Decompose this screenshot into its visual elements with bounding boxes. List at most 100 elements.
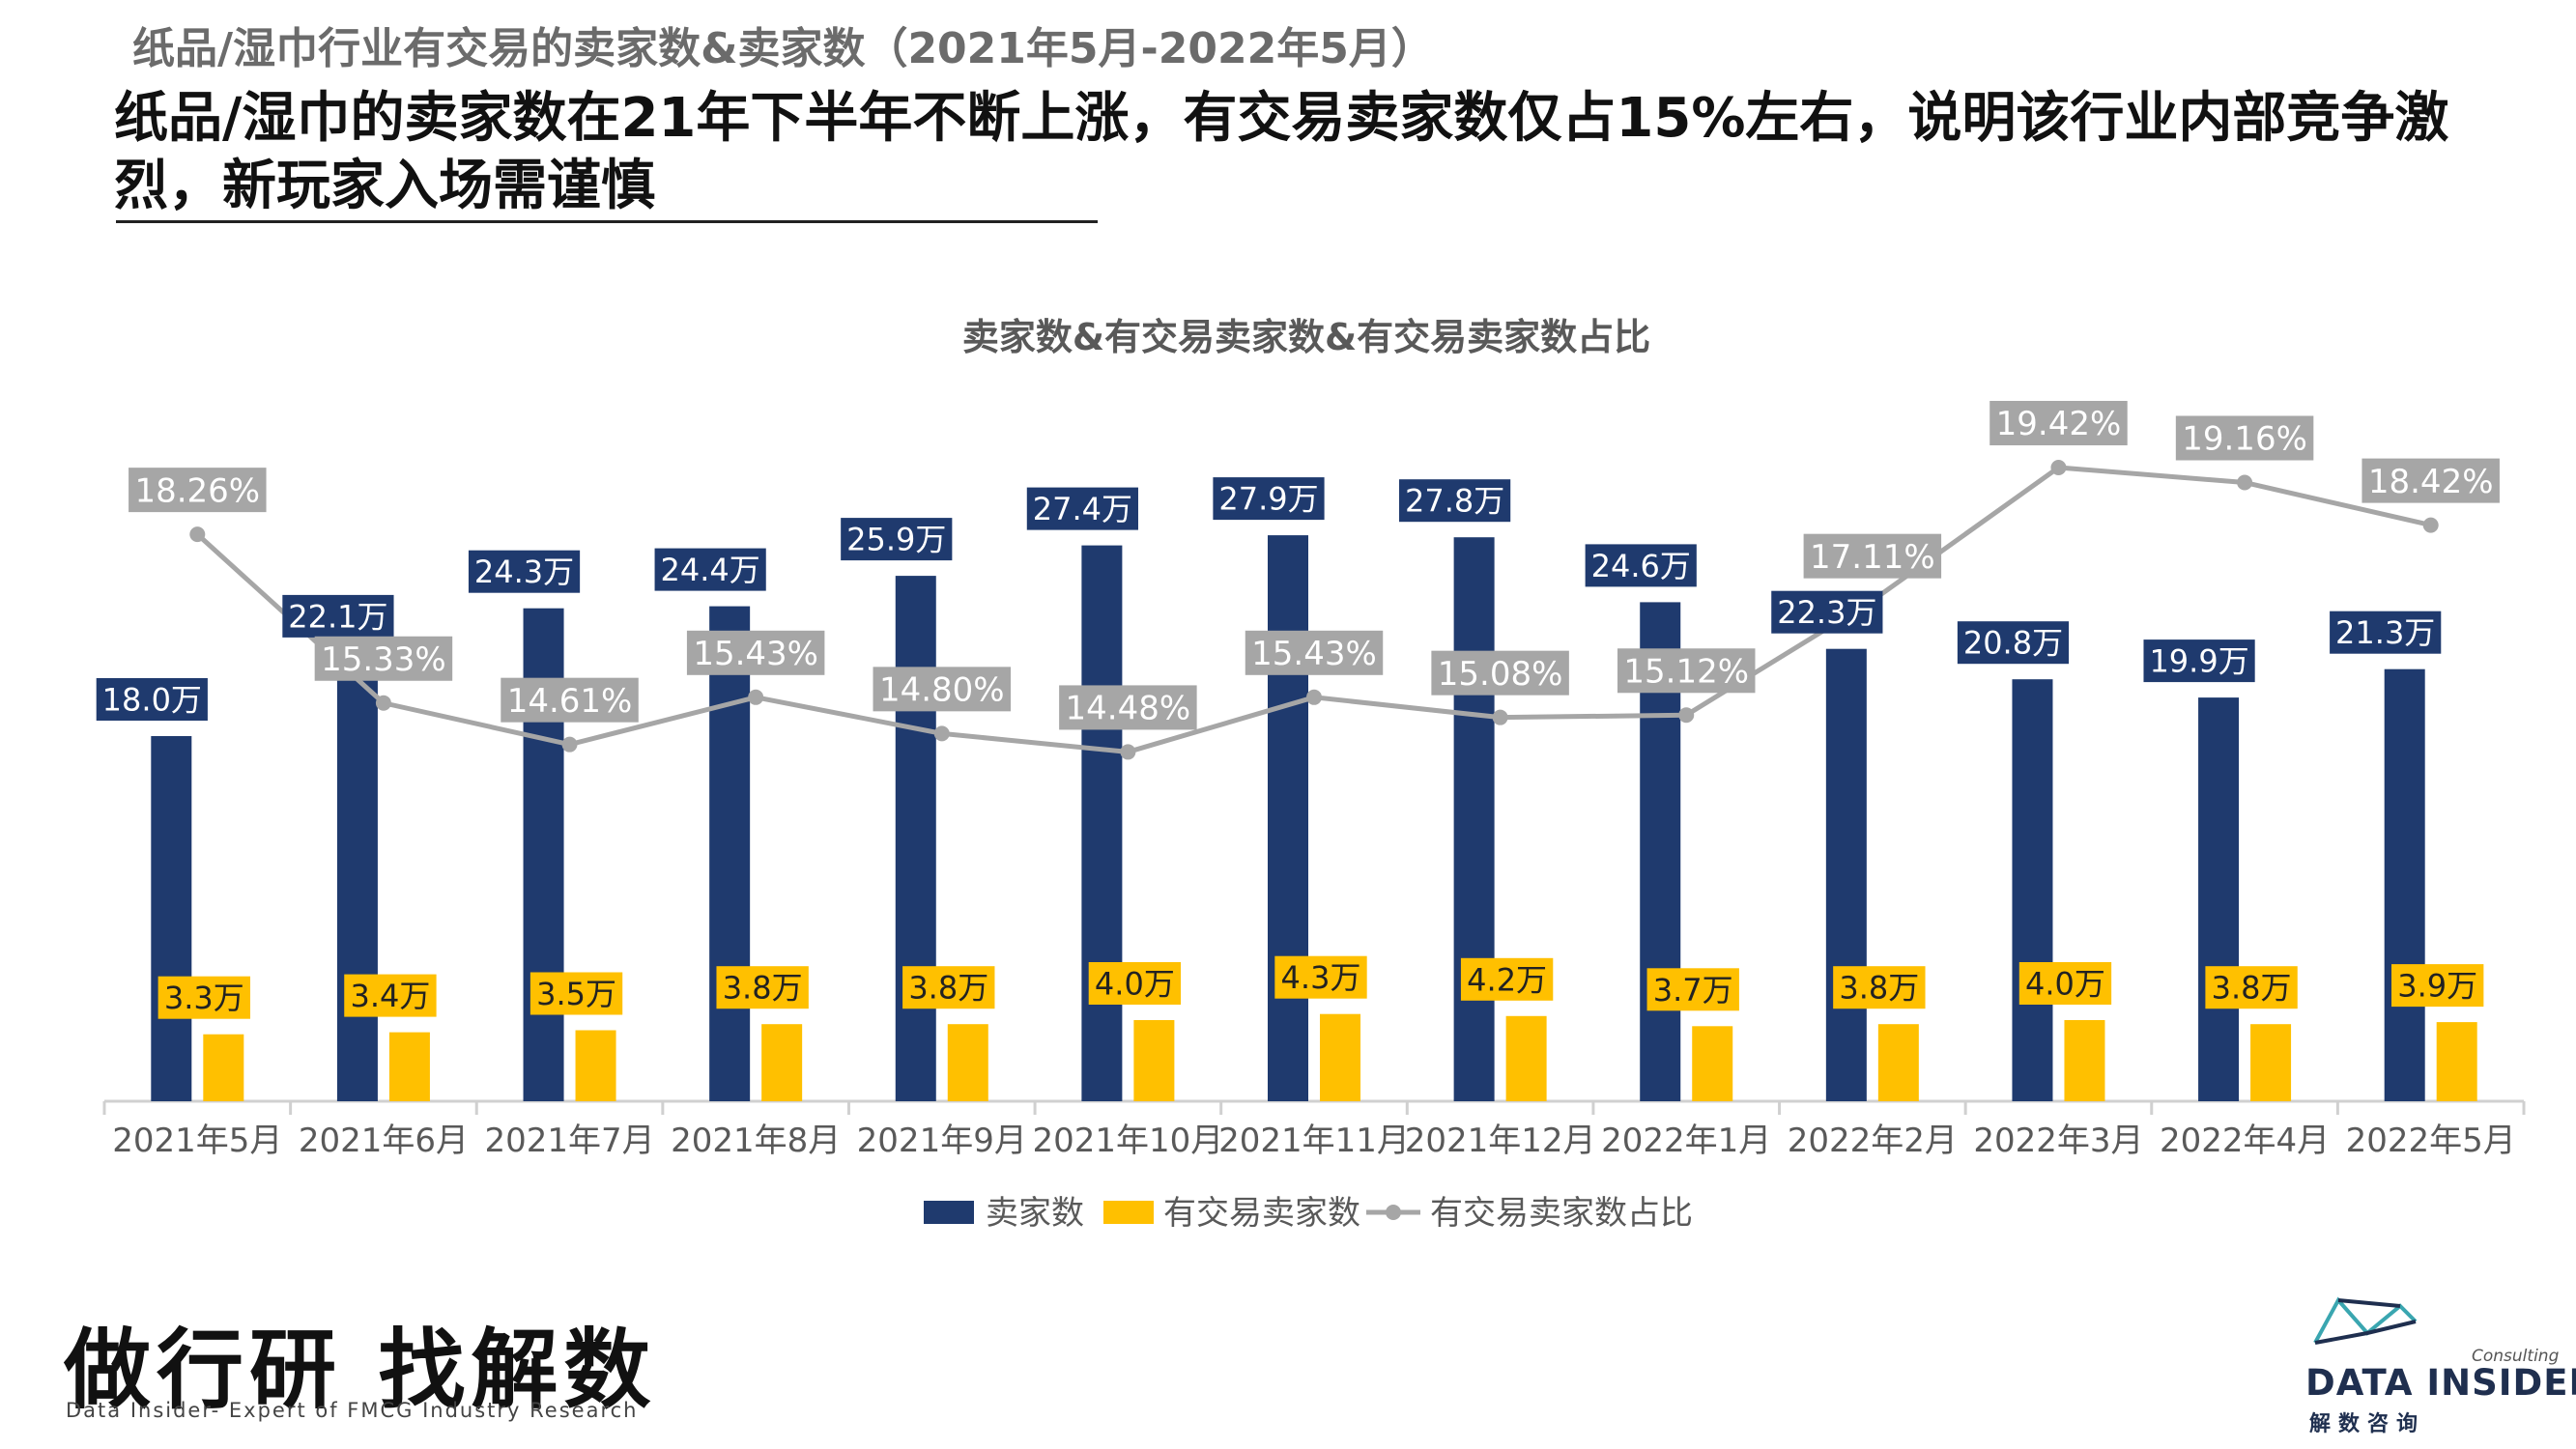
label-seller-count: 25.9万 bbox=[846, 522, 946, 558]
point-transaction-ratio bbox=[2422, 517, 2439, 533]
label-transacting-count-bg bbox=[1833, 966, 1926, 1009]
label-seller-count: 20.8万 bbox=[1963, 625, 2063, 662]
label-seller-count: 22.3万 bbox=[1777, 594, 1876, 631]
label-transacting-count-bg bbox=[1088, 962, 1182, 1005]
label-transacting-count-bg bbox=[902, 966, 995, 1009]
label-transaction-ratio-bg bbox=[314, 636, 453, 681]
label-transacting-count: 3.4万 bbox=[350, 978, 430, 1014]
bar-seller-count bbox=[2384, 668, 2425, 1101]
label-transaction-ratio-bg bbox=[2361, 458, 2500, 503]
label-transaction-ratio: 15.33% bbox=[321, 640, 446, 679]
label-seller-count: 27.4万 bbox=[1033, 491, 1132, 527]
point-transaction-ratio bbox=[561, 736, 578, 753]
label-transaction-ratio: 14.61% bbox=[507, 682, 633, 721]
combo-chart: 卖家数&有交易卖家数&有交易卖家数占比 2021年5月 2021年6月 2021年7… bbox=[96, 316, 2526, 1233]
label-transacting-count-bg bbox=[2205, 966, 2298, 1009]
x-tick-label: 2022年3月 bbox=[1973, 1122, 2143, 1160]
label-transacting-count: 3.8万 bbox=[723, 970, 803, 1007]
bar-transacting-seller-count bbox=[1505, 1015, 1547, 1101]
footer-tagline: Data Insider- Expert of FMCG Industry Re… bbox=[66, 1399, 639, 1422]
label-transaction-ratio: 19.42% bbox=[1996, 405, 2122, 443]
point-transaction-ratio bbox=[1678, 707, 1695, 724]
label-transaction-ratio: 15.43% bbox=[1251, 635, 1377, 673]
label-transaction-ratio-bg bbox=[129, 468, 267, 513]
label-seller-count-bg bbox=[282, 594, 394, 638]
label-seller-count: 22.1万 bbox=[288, 598, 387, 635]
label-transaction-ratio: 18.42% bbox=[2368, 463, 2494, 501]
label-transaction-ratio: 19.16% bbox=[2182, 420, 2307, 459]
logo-cn: 解数咨询 bbox=[2309, 1412, 2426, 1436]
legend-swatch-transacting bbox=[1103, 1201, 1154, 1224]
label-seller-count: 18.0万 bbox=[102, 682, 202, 719]
label-seller-count-bg bbox=[468, 550, 581, 593]
bar-transacting-seller-count bbox=[2064, 1020, 2105, 1101]
point-transaction-ratio bbox=[1492, 709, 1508, 725]
point-transaction-ratio bbox=[933, 725, 950, 742]
point-transaction-ratio bbox=[375, 695, 391, 711]
label-seller-count: 24.6万 bbox=[1591, 548, 1691, 584]
label-seller-count-bg bbox=[654, 548, 766, 591]
legend-swatch-ratio-dot bbox=[1386, 1205, 1401, 1220]
page-headline: 纸品/湿巾的卖家数在21年下半年不断上涨，有交易卖家数仅占15%左右，说明该行业… bbox=[114, 87, 2449, 217]
bar-transacting-seller-count bbox=[1133, 1020, 1175, 1101]
x-tick-label: 2021年9月 bbox=[857, 1122, 1027, 1160]
chart-title: 卖家数&有交易卖家数&有交易卖家数占比 bbox=[962, 316, 1650, 358]
label-transaction-ratio-bg bbox=[1431, 650, 1569, 696]
point-transaction-ratio bbox=[189, 526, 206, 543]
label-transaction-ratio: 17.11% bbox=[1810, 538, 1935, 577]
legend-label-seller: 卖家数 bbox=[986, 1194, 1084, 1233]
page-subtitle: 纸品/湿巾行业有交易的卖家数&卖家数（2021年5月-2022年5月） bbox=[132, 24, 1434, 73]
label-transacting-count-bg bbox=[157, 976, 250, 1019]
footer-slogan: 做行研 找解数 bbox=[64, 1319, 657, 1421]
label-transacting-count-bg bbox=[1274, 955, 1367, 999]
label-transaction-ratio: 18.26% bbox=[134, 471, 260, 510]
label-seller-count: 27.8万 bbox=[1405, 483, 1504, 520]
label-transacting-count-bg bbox=[2391, 964, 2484, 1008]
bar-seller-count bbox=[336, 652, 378, 1101]
bar-seller-count bbox=[151, 736, 192, 1101]
label-transaction-ratio-bg bbox=[501, 677, 639, 723]
label-seller-count-bg bbox=[1771, 590, 1883, 634]
label-transaction-ratio: 15.43% bbox=[693, 635, 818, 673]
bar-seller-count bbox=[895, 576, 936, 1101]
label-transaction-ratio-bg bbox=[873, 667, 1012, 712]
bar-seller-count bbox=[709, 606, 751, 1101]
label-transaction-ratio: 15.12% bbox=[1623, 653, 1749, 692]
x-tick-label: 2022年5月 bbox=[2346, 1122, 2516, 1160]
label-transacting-count: 4.0万 bbox=[2025, 966, 2105, 1003]
label-seller-count-bg bbox=[2143, 639, 2255, 683]
label-transacting-count: 3.8万 bbox=[1839, 970, 1919, 1007]
point-transaction-ratio bbox=[2237, 474, 2253, 491]
logo-mark-icon bbox=[2313, 1296, 2418, 1345]
label-transacting-count: 3.3万 bbox=[164, 980, 244, 1016]
data-insider-logo: Consulting DATA INSIDER 解数咨询 bbox=[2305, 1293, 2576, 1437]
point-transaction-ratio bbox=[1306, 689, 1322, 705]
x-tick-label: 2022年1月 bbox=[1601, 1122, 1771, 1160]
bar-seller-count bbox=[1081, 545, 1123, 1101]
point-transaction-ratio bbox=[1120, 744, 1136, 760]
label-transaction-ratio-bg bbox=[1245, 630, 1384, 675]
x-tick-label: 2021年10月 bbox=[1032, 1122, 1223, 1160]
bar-seller-count bbox=[2198, 697, 2240, 1101]
label-seller-count-bg bbox=[1957, 621, 2070, 665]
bar-seller-count bbox=[2012, 679, 2053, 1101]
label-transaction-ratio-bg bbox=[1989, 401, 2128, 445]
label-transacting-count: 4.2万 bbox=[1467, 961, 1547, 998]
x-tick-label: 2021年7月 bbox=[484, 1122, 654, 1160]
label-seller-count: 24.3万 bbox=[474, 554, 574, 590]
label-seller-count-bg bbox=[1585, 544, 1697, 587]
label-transaction-ratio-bg bbox=[1803, 533, 1942, 579]
label-transacting-count-bg bbox=[716, 966, 809, 1009]
label-transacting-count-bg bbox=[2018, 962, 2112, 1005]
label-seller-count-bg bbox=[1213, 477, 1325, 521]
label-transacting-count: 4.3万 bbox=[1281, 959, 1361, 996]
bar-seller-count bbox=[1825, 648, 1867, 1101]
label-transaction-ratio-bg bbox=[686, 630, 825, 675]
bar-transacting-seller-count bbox=[1692, 1026, 1733, 1101]
label-transaction-ratio: 14.48% bbox=[1066, 690, 1191, 728]
label-seller-count-bg bbox=[1399, 479, 1511, 523]
label-seller-count-bg bbox=[841, 518, 953, 561]
headline-underline bbox=[116, 220, 1098, 223]
x-tick-label: 2021年11月 bbox=[1218, 1122, 1410, 1160]
label-seller-count-bg bbox=[96, 678, 208, 721]
